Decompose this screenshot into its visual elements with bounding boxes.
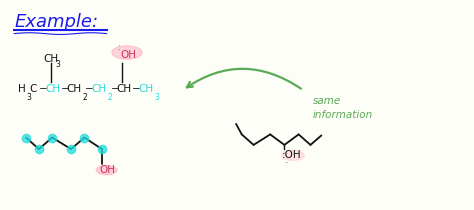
Text: 2: 2 <box>108 93 112 102</box>
Text: 3: 3 <box>55 60 60 68</box>
Text: same: same <box>313 96 341 106</box>
FancyArrowPatch shape <box>187 69 301 89</box>
Circle shape <box>282 150 304 160</box>
Text: CH: CH <box>44 54 59 64</box>
Text: :OH: :OH <box>282 150 301 160</box>
Text: 3: 3 <box>26 93 31 102</box>
Text: CH: CH <box>117 84 132 94</box>
Text: Example:: Example: <box>14 13 98 31</box>
Text: CH: CH <box>46 84 61 94</box>
Text: ..: .. <box>284 159 288 164</box>
Circle shape <box>96 165 117 175</box>
Text: 3: 3 <box>154 93 159 102</box>
Text: H: H <box>18 84 26 94</box>
Text: CH: CH <box>138 84 153 94</box>
Text: 2: 2 <box>82 93 87 102</box>
Text: −: − <box>39 84 48 94</box>
Circle shape <box>112 46 142 59</box>
Text: OH: OH <box>121 50 137 60</box>
Text: −: − <box>110 84 119 94</box>
Text: OH: OH <box>100 165 116 175</box>
Text: C: C <box>30 84 37 94</box>
Text: CH: CH <box>91 84 107 94</box>
Text: −: − <box>85 84 94 94</box>
Text: information: information <box>313 110 373 121</box>
Text: −: − <box>61 84 69 94</box>
Text: −: − <box>132 84 140 94</box>
Text: CH: CH <box>66 84 82 94</box>
Text: :: : <box>118 43 120 52</box>
